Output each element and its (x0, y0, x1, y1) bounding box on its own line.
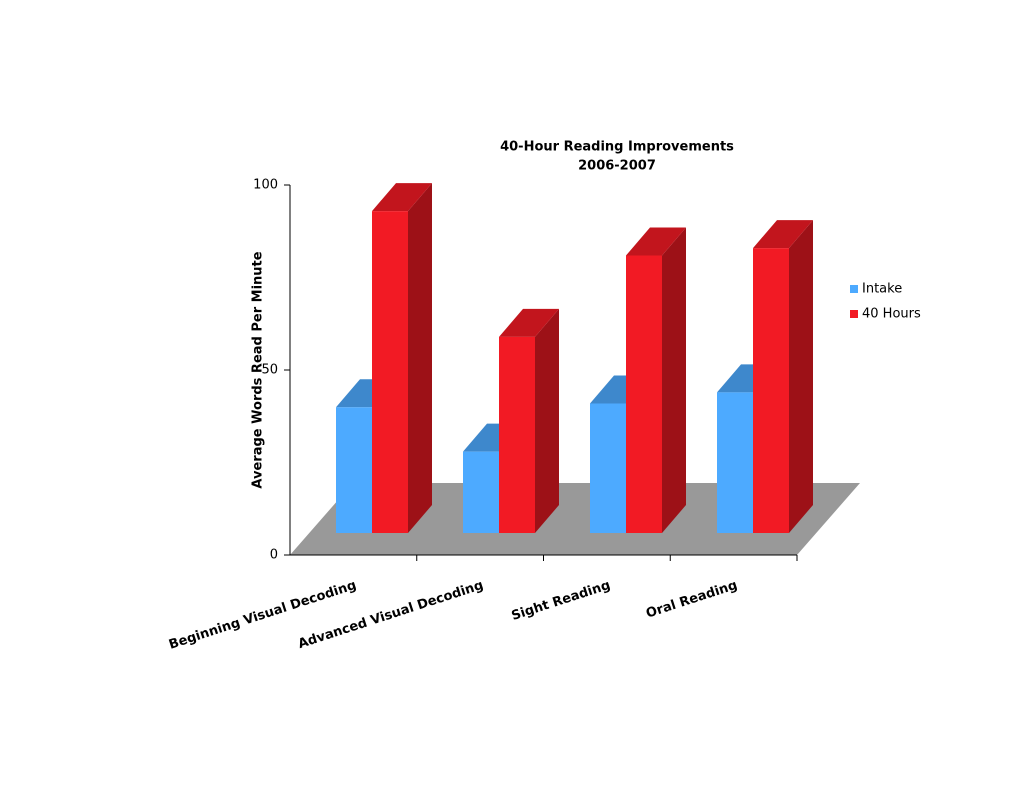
x-tick-label: Sight Reading (510, 578, 613, 624)
bar (372, 183, 432, 533)
bar-front (372, 211, 408, 533)
y-tick-label: 0 (270, 548, 278, 563)
bar-side (662, 227, 686, 533)
y-tick-label: 50 (261, 363, 278, 378)
bar-front (590, 403, 626, 533)
legend-swatch (850, 285, 858, 293)
bar (499, 308, 559, 533)
bar-front (499, 336, 535, 533)
bar (626, 227, 686, 533)
bar-front (717, 392, 753, 533)
bar-top (499, 308, 559, 337)
y-tick-label: 100 (253, 178, 278, 193)
y-axis-label: Average Words Read Per Minute (251, 251, 266, 488)
bar-side (408, 183, 432, 533)
bar (753, 220, 813, 533)
legend-label: 40 Hours (862, 307, 921, 322)
bar-top (753, 220, 813, 249)
x-tick-label: Oral Reading (644, 578, 739, 622)
bar-front (753, 248, 789, 533)
bar-side (535, 308, 559, 533)
chart-title: 40-Hour Reading Improvements (500, 140, 734, 155)
bar-top (372, 183, 432, 212)
legend-swatch (850, 310, 858, 318)
bar-front (336, 407, 372, 533)
bar-side (789, 220, 813, 533)
legend-label: Intake (862, 282, 902, 297)
bar-top (626, 227, 686, 256)
bar-front (626, 255, 662, 533)
chart-subtitle: 2006-2007 (578, 159, 656, 174)
bar-front (463, 451, 499, 533)
